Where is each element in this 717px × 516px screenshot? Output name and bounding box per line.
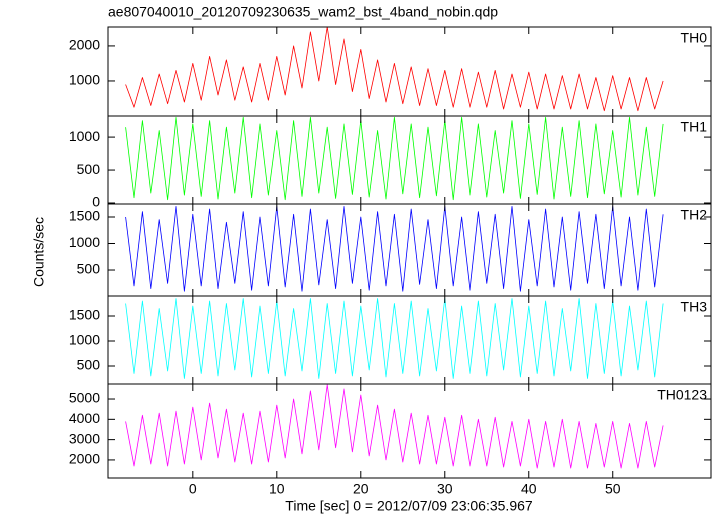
y-tick-label: 2000 [69, 451, 100, 467]
y-tick-label: 2000 [69, 37, 100, 53]
x-tick-label: 30 [437, 481, 453, 497]
y-tick-label: 500 [77, 357, 101, 373]
panel-frame [107, 26, 712, 117]
panel-label: TH0 [681, 30, 708, 46]
light-curve [125, 116, 664, 201]
light-curve [125, 298, 664, 379]
y-tick-label: 500 [77, 161, 101, 177]
panel-label: TH1 [681, 119, 708, 135]
x-tick-label: 40 [521, 481, 537, 497]
y-axis-label: Counts/sec [31, 217, 47, 287]
y-tick-label: 3000 [69, 430, 100, 446]
y-tick-label: 1000 [69, 234, 100, 250]
panel-frame [107, 383, 712, 479]
x-tick-label: 20 [353, 481, 369, 497]
x-tick-label: 0 [189, 481, 197, 497]
y-tick-label: 1500 [69, 208, 100, 224]
y-tick-label: 1500 [69, 307, 100, 323]
x-tick-label: 10 [269, 481, 285, 497]
panel-label: TH3 [681, 299, 708, 315]
y-tick-label: 1000 [69, 72, 100, 88]
panel-label: TH2 [681, 207, 708, 223]
x-axis-label: Time [sec] 0 = 2012/07/09 23:06:35.967 [285, 498, 533, 514]
y-tick-label: 1000 [69, 332, 100, 348]
light-curve [125, 27, 664, 112]
light-curve [125, 384, 664, 469]
chart-title: ae807040010_20120709230635_wam2_bst_4ban… [108, 4, 498, 20]
y-tick-label: 1000 [69, 128, 100, 144]
panel-label: TH0123 [657, 387, 707, 403]
y-tick-label: 500 [77, 261, 101, 277]
x-tick-label: 50 [605, 481, 621, 497]
light-curve [125, 205, 664, 292]
y-tick-label: 5000 [69, 390, 100, 406]
y-tick-label: 4000 [69, 410, 100, 426]
y-tick-label: 0 [92, 194, 100, 210]
